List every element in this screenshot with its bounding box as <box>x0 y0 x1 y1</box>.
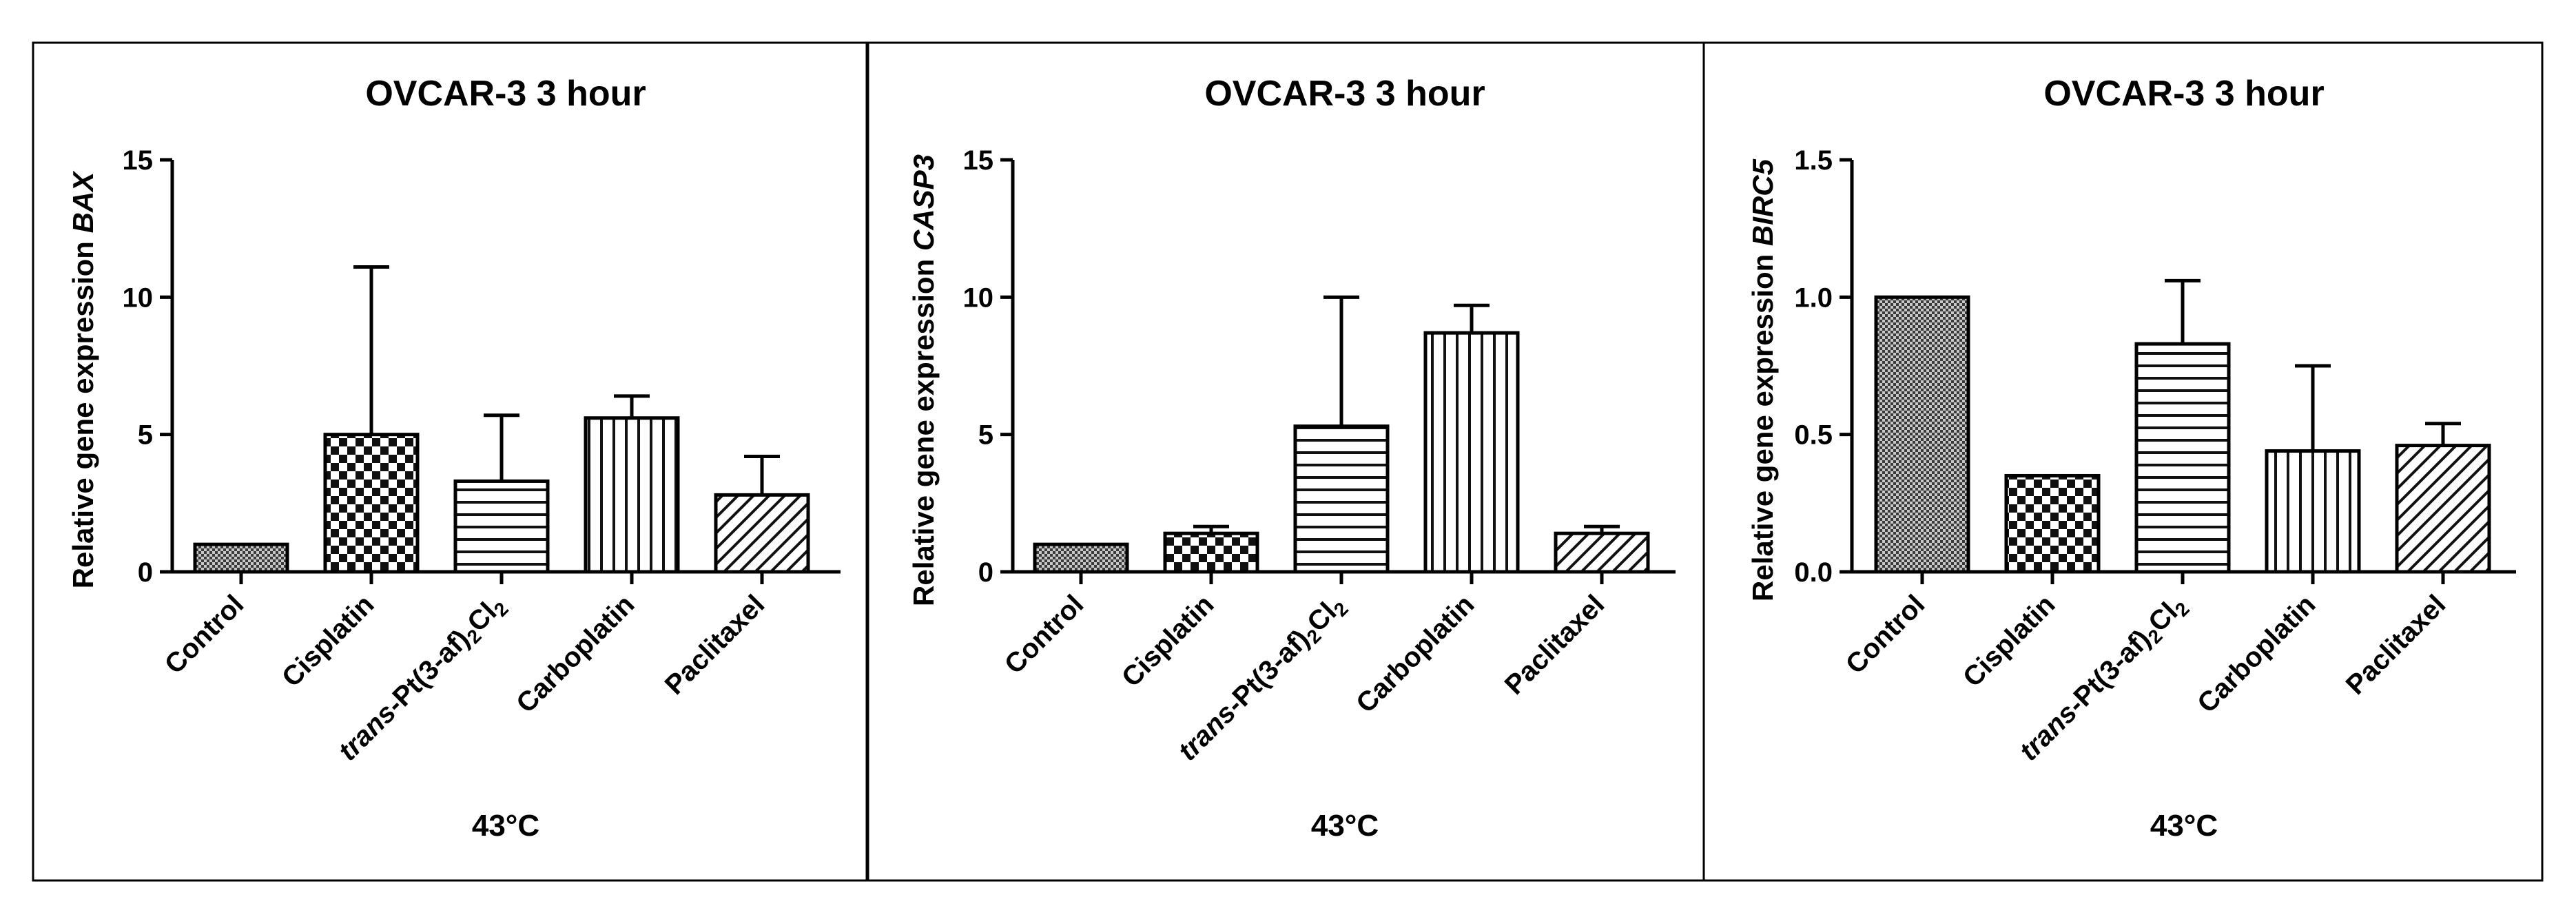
bar-trans-pt-3-af-2cl2 <box>453 479 550 574</box>
x-category-label: Cisplatin <box>276 589 380 693</box>
x-category-label: Control <box>1840 589 1931 680</box>
bar-paclitaxel <box>714 493 810 574</box>
x-category-label: Cisplatin <box>1957 589 2061 693</box>
x-category-label: Carboplatin <box>2192 589 2321 719</box>
y-tick-label: 0.0 <box>1794 557 1833 588</box>
bar-paclitaxel <box>1554 531 1650 574</box>
y-tick-label: 0.5 <box>1794 420 1833 451</box>
x-category-label: Carboplatin <box>511 589 640 719</box>
bar-paclitaxel <box>2395 444 2491 574</box>
bar-control <box>193 542 289 574</box>
figure-frame <box>32 41 2544 882</box>
y-tick-label: 15 <box>963 145 994 176</box>
chart-panel-bax: OVCAR-3 3 hour Relative gene expression … <box>67 74 841 843</box>
bar-carboplatin <box>584 416 680 574</box>
y-axis-label: Relative gene expression CASP3 <box>907 154 940 606</box>
x-axis-label: 43°C <box>472 809 539 843</box>
bar-trans-pt-3-af-2cl2 <box>2134 342 2231 574</box>
bar-control <box>1874 295 1970 574</box>
bar-cisplatin <box>1163 531 1259 574</box>
x-axis-label: 43°C <box>2150 809 2218 843</box>
y-tick-label: 1.5 <box>1794 145 1833 176</box>
chart-title: OVCAR-3 3 hour <box>365 74 646 114</box>
bar-carboplatin <box>1423 331 1520 574</box>
y-tick-label: 5 <box>978 420 993 451</box>
x-category-label: Carboplatin <box>1350 589 1480 719</box>
y-axis-label: Relative gene expression BAX <box>67 170 99 589</box>
x-category-label: Paclitaxel <box>659 589 771 701</box>
bar-carboplatin <box>2265 449 2361 574</box>
x-category-label: Control <box>159 589 250 680</box>
y-tick-label: 5 <box>138 420 153 451</box>
chart-title: OVCAR-3 3 hour <box>2043 74 2324 114</box>
x-category-label: Paclitaxel <box>2340 589 2452 701</box>
y-tick-label: 1.0 <box>1794 282 1833 313</box>
y-tick-label: 10 <box>123 282 154 313</box>
chart-panel-casp3: OVCAR-3 3 hour Relative gene expression … <box>907 74 1676 843</box>
bar-control <box>1033 542 1129 574</box>
chart-panel-birc5: OVCAR-3 3 hour Relative gene expression … <box>1746 74 2516 843</box>
bar-cisplatin <box>2004 473 2101 574</box>
y-axis-label: Relative gene expression BIRC5 <box>1746 158 1779 601</box>
bar-cisplatin <box>323 433 420 574</box>
y-tick-label: 10 <box>963 282 994 313</box>
x-category-label: Cisplatin <box>1116 589 1220 693</box>
y-tick-label: 0 <box>138 557 153 588</box>
y-tick-label: 0 <box>978 557 993 588</box>
y-tick-label: 15 <box>123 145 154 176</box>
x-category-label: Paclitaxel <box>1499 589 1611 701</box>
chart-title: OVCAR-3 3 hour <box>1204 74 1485 114</box>
x-axis-label: 43°C <box>1311 809 1379 843</box>
x-category-label: Control <box>999 589 1090 680</box>
bar-trans-pt-3-af-2cl2 <box>1293 424 1390 574</box>
